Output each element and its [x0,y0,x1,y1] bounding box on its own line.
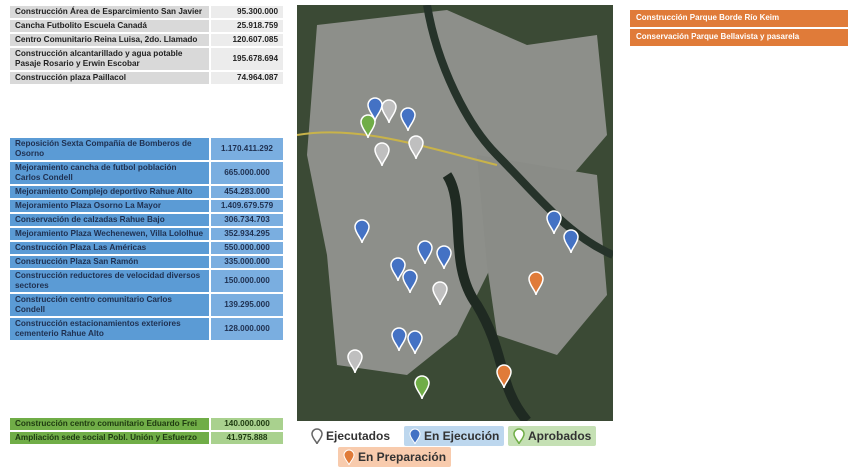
project-name: Construcción plaza Paillacol [9,71,210,85]
executed-table: Construcción Área de Esparcimiento San J… [8,4,285,86]
pin-icon [409,428,421,444]
legend-item: En Ejecución [404,426,504,446]
project-name: Construcción Área de Esparcimiento San J… [9,5,210,19]
table-row: Mejoramiento cancha de futbol población … [9,161,284,185]
project-amount: 150.000.000 [210,269,284,293]
project-name: Mejoramiento Plaza Wechenewen, Villa Lol… [9,227,210,241]
table-row: Mejoramiento Plaza Wechenewen, Villa Lol… [9,227,284,241]
project-name: Construcción centro comunitario Carlos C… [9,293,210,317]
legend-label: En Preparación [358,450,446,464]
table-row: Construcción centro comunitario Carlos C… [9,293,284,317]
project-amount: 120.607.085 [210,33,284,47]
project-name: Reposición Sexta Compañía de Bomberos de… [9,137,210,161]
project-amount: 128.000.000 [210,317,284,341]
project-amount: 550.000.000 [210,241,284,255]
legend-label: En Ejecución [424,429,499,443]
project-name: Construcción estacionamientos exteriores… [9,317,210,341]
project-amount: 665.000.000 [210,161,284,185]
project-name: Mejoramiento cancha de futbol población … [9,161,210,185]
table-row: Construcción Área de Esparcimiento San J… [9,5,284,19]
project-amount: 1.170.411.292 [210,137,284,161]
project-amount: 140.000.000 [210,417,284,431]
project-amount: 335.000.000 [210,255,284,269]
project-amount: 352.934.295 [210,227,284,241]
in-progress-table: Reposición Sexta Compañía de Bomberos de… [8,136,285,342]
project-name: Construcción Plaza Las Américas [9,241,210,255]
legend-label: Aprobados [528,429,591,443]
project-amount: 74.964.087 [210,71,284,85]
project-name: Construcción Plaza San Ramón [9,255,210,269]
project-amount: 25.918.759 [210,19,284,33]
project-name: Mejoramiento Plaza Osorno La Mayor [9,199,210,213]
table-row: Construcción reductores de velocidad div… [9,269,284,293]
project-amount: 41.975.888 [210,431,284,445]
pin-icon [311,428,323,444]
project-name: Centro Comunitario Reina Luisa, 2do. Lla… [9,33,210,47]
approved-table: Construcción centro comunitario Eduardo … [8,416,285,446]
table-row: Mejoramiento Complejo deportivo Rahue Al… [9,185,284,199]
project-amount: 195.678.694 [210,47,284,71]
project-amount: 454.283.000 [210,185,284,199]
project-amount: 95.300.000 [210,5,284,19]
table-row: Construcción centro comunitario Eduardo … [9,417,284,431]
legend-item: En Preparación [338,447,451,467]
legend-item: Ejecutados [306,426,395,446]
pin-icon [513,428,525,444]
project-amount: 139.295.000 [210,293,284,317]
preparation-list: Construcción Parque Borde Río Keim Conser… [630,10,848,48]
project-name: Construcción reductores de velocidad div… [9,269,210,293]
project-name: Cancha Futbolito Escuela Canadá [9,19,210,33]
table-row: Reposición Sexta Compañía de Bomberos de… [9,137,284,161]
page: {"gray_table":{"rows":[["Construcción Ár… [0,0,849,467]
project-amount: 306.734.703 [210,213,284,227]
preparation-item: Construcción Parque Borde Río Keim [630,10,848,27]
table-row: Construcción alcantarillado y agua potab… [9,47,284,71]
table-row: Ampliación sede social Pobl. Unión y Esf… [9,431,284,445]
legend-item: Aprobados [508,426,596,446]
project-name: Ampliación sede social Pobl. Unión y Esf… [9,431,210,445]
map [297,5,613,421]
project-name: Construcción centro comunitario Eduardo … [9,417,210,431]
pin-icon [343,449,355,465]
project-name: Construcción alcantarillado y agua potab… [9,47,210,71]
project-name: Mejoramiento Complejo deportivo Rahue Al… [9,185,210,199]
project-amount: 1.409.679.579 [210,199,284,213]
table-row: Centro Comunitario Reina Luisa, 2do. Lla… [9,33,284,47]
legend-label: Ejecutados [326,429,390,443]
preparation-item: Conservación Parque Bellavista y pasarel… [630,29,848,46]
table-row: Construcción estacionamientos exteriores… [9,317,284,341]
project-name: Conservación de calzadas Rahue Bajo [9,213,210,227]
